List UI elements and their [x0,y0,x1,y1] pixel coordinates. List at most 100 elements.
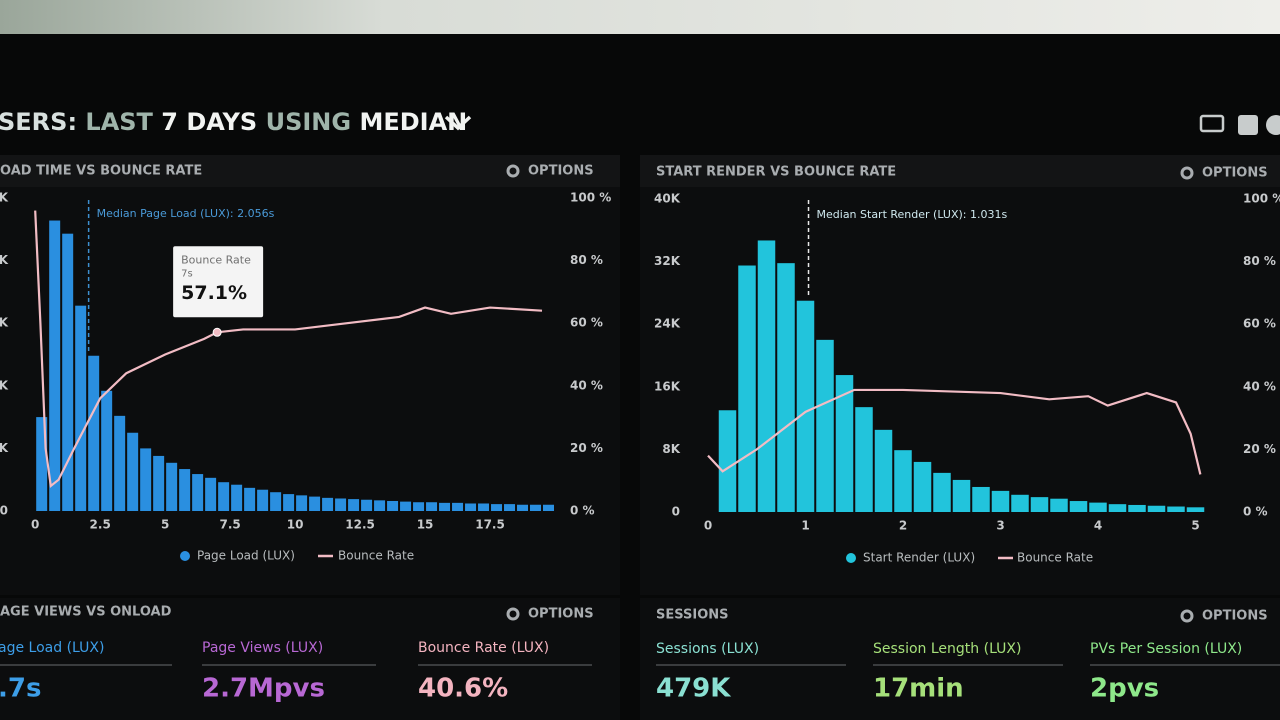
histogram-bar [972,486,990,512]
metric-label: Bounce Rate (LUX) [418,640,549,656]
y-tick-label: K [0,316,9,330]
x-tick-label: 15 [417,518,434,532]
histogram-bar [36,417,48,511]
y2-tick-label: 20 % [570,441,603,455]
options-button[interactable]: OPTIONS [1202,609,1268,624]
options-button[interactable]: OPTIONS [528,607,594,622]
histogram-bar [718,410,737,512]
panel-left [0,155,620,595]
metric-value: 2pvs [1090,674,1159,704]
histogram-bar [1167,506,1185,512]
monitor-icon[interactable] [1199,114,1225,133]
bounce-rate-line [707,388,1202,475]
histogram-bar [991,490,1010,512]
histogram-bar [322,497,334,511]
histogram-bar [413,502,425,511]
y2-tick-label: 80 % [1243,254,1276,268]
histogram-bar [855,407,873,512]
options-button[interactable]: OPTIONS [528,164,594,179]
histogram-bar [757,240,776,512]
metric-label: Session Length (LUX) [873,641,1021,657]
dashboard-title: SERS: LAST 7 DAYS USING MEDIAN [0,108,467,136]
histogram-bar [218,482,230,511]
y2-tick-label: 20 % [1243,442,1276,456]
histogram-bar [517,504,529,511]
tooltip-title: Bounce Rate [181,253,251,266]
gear-icon[interactable] [1180,166,1194,180]
legend-dot [846,553,856,563]
x-tick-label: 5 [161,518,169,532]
x-tick-label: 17.5 [475,518,505,532]
y2-tick-label: 0 % [570,504,595,518]
histogram-bar [205,477,217,511]
y2-tick-label: 100 % [1243,192,1280,206]
panel-title: AGE VIEWS VS ONLOAD [0,605,172,620]
gear-icon[interactable] [506,164,520,178]
histogram-bar [816,339,834,512]
histogram-bar [374,500,386,511]
metric-value: 479K [656,674,731,704]
histogram-bar [257,489,269,511]
y-tick-label: 40K [654,192,681,206]
histogram-bar [1147,505,1166,512]
histogram-bar [952,479,971,512]
x-tick-label: 2 [899,519,907,533]
histogram-bar [114,415,126,511]
y2-tick-label: 100 % [570,191,611,205]
histogram-bar [270,492,282,511]
histogram-bar [1011,494,1029,512]
histogram-bar [179,469,191,511]
histogram-bar [933,472,951,512]
x-tick-label: 2.5 [90,518,111,532]
histogram-bar [1050,498,1068,512]
tooltip-marker [212,327,222,337]
settings-icon[interactable] [1266,115,1280,135]
title-part: USING [266,108,352,136]
histogram-bar [530,504,542,511]
histogram-bar [439,502,451,511]
histogram-bar [62,233,74,511]
histogram-bar [796,300,815,512]
histogram-bar [543,504,554,511]
tooltip-x: 7s [181,268,193,279]
gear-icon[interactable] [506,607,520,621]
histogram-bar [140,448,152,511]
x-tick-label: 4 [1094,519,1102,533]
gear-icon[interactable] [1180,609,1194,623]
x-tick-label: 3 [996,519,1004,533]
metric-label: Sessions (LUX) [656,641,759,657]
y2-tick-label: 60 % [1243,317,1276,331]
metric-value: 17min [873,674,964,704]
y-tick-label: 16K [654,379,681,393]
y2-tick-label: 60 % [570,316,603,330]
histogram-bar [504,504,516,511]
histogram-bar [75,305,87,511]
histogram-bar [192,474,204,511]
histogram-bar [335,498,347,511]
histogram-bar [348,499,360,511]
histogram-bar [1128,504,1146,512]
y-tick-label: K [0,253,9,267]
histogram-bar [426,502,438,511]
share-icon[interactable] [1238,115,1258,135]
histogram-bar [101,390,113,511]
histogram-bar [1186,507,1205,512]
panel-title: SESSIONS [656,608,729,623]
dropdown-chevron[interactable] [444,115,472,131]
histogram-bar [913,461,932,512]
metric-label: Page Views (LUX) [202,640,323,656]
histogram-bar [296,495,308,511]
y-tick-label: K [0,441,9,455]
y-tick-label: K [0,191,9,205]
histogram-bar [1069,501,1088,512]
metric-label: age Load (LUX) [0,640,104,656]
options-button[interactable]: OPTIONS [1202,166,1268,181]
panel-right [640,155,1280,595]
y-tick-label: 8K [662,442,680,456]
title-part: LAST [85,108,153,136]
x-tick-label: 12.5 [345,518,375,532]
x-tick-label: 7.5 [219,518,240,532]
histogram-bar [1089,502,1107,512]
